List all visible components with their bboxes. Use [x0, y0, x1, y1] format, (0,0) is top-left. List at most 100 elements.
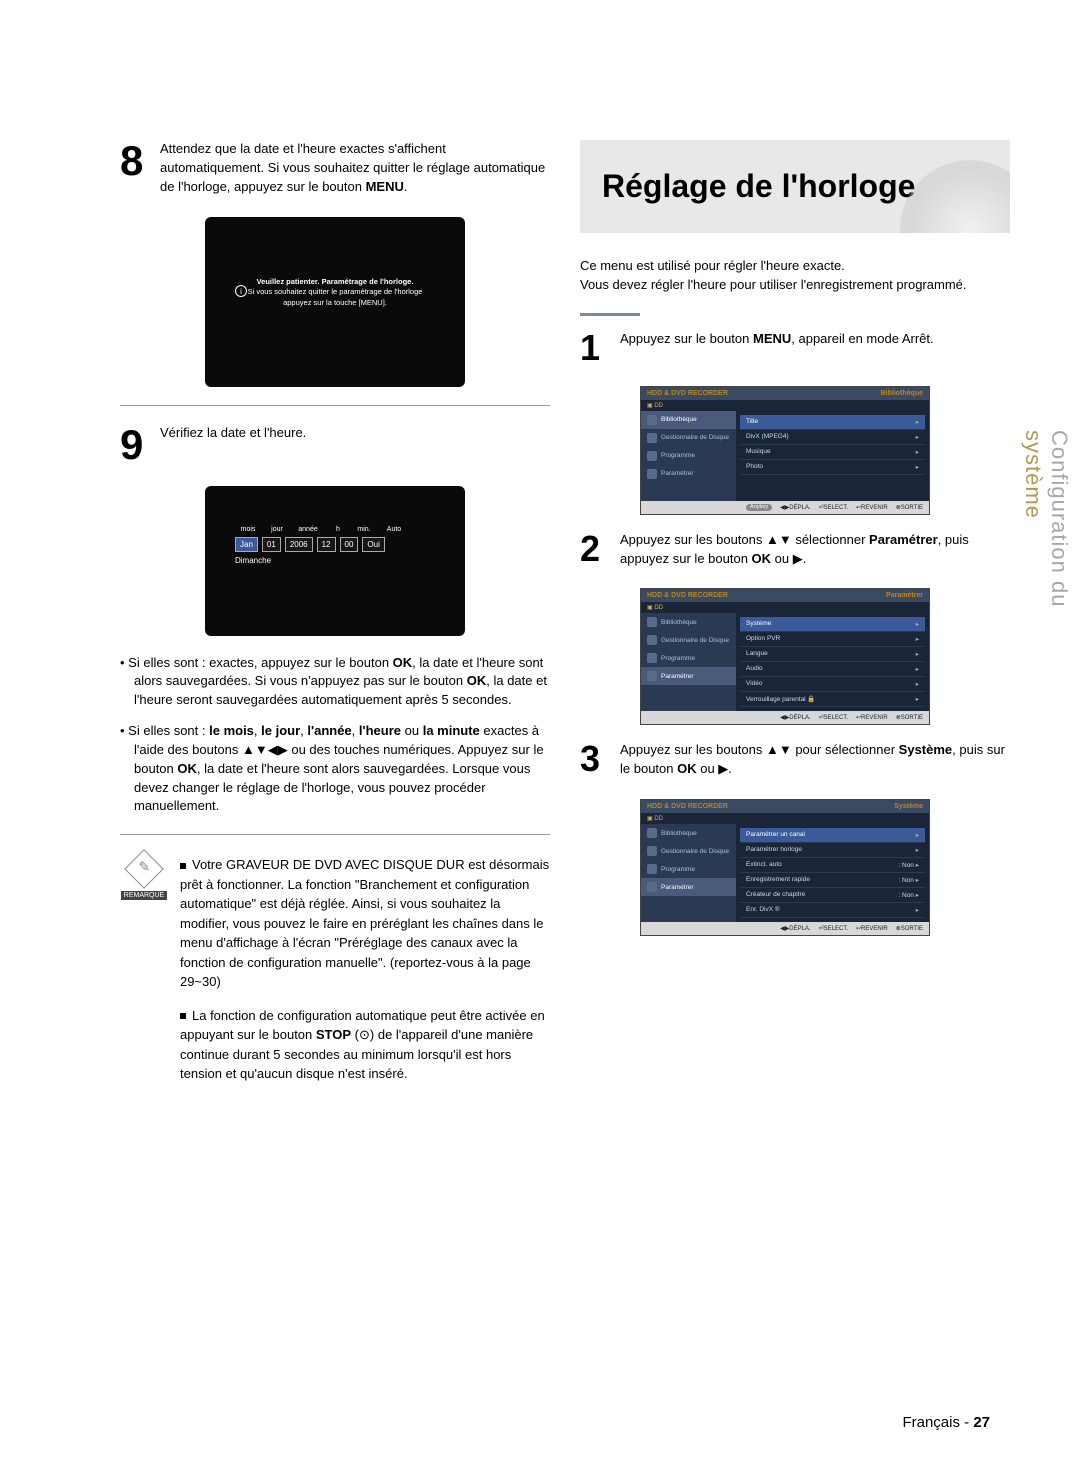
osd-main-row: Enr. DivX ® ▸ — [740, 903, 925, 918]
step-3-number: 3 — [580, 741, 610, 779]
clock-screenshot: mois jour année h min. Auto Jan 01 2006 … — [205, 486, 465, 636]
menu-icon — [647, 828, 657, 838]
note: REMARQUE Votre GRAVEUR DE DVD AVEC DISQU… — [120, 855, 550, 1098]
osd-main-row: Photo ▸ — [740, 460, 925, 475]
sq-icon — [180, 863, 186, 869]
cv-0: Jan — [235, 537, 258, 552]
cl-2: année — [293, 526, 323, 533]
page-footer: Français - 27 — [0, 1414, 1080, 1431]
osd-dd: ▣ DD — [641, 400, 929, 411]
s3-1: Système — [899, 742, 952, 757]
step-2: 2 Appuyez sur les boutons ▲▼ sélectionne… — [580, 531, 1010, 569]
s2-0: Appuyez sur les boutons ▲▼ sélectionner — [620, 532, 869, 547]
osd-main-row: Verrouillage parental 🔒 ▸ — [740, 692, 925, 707]
cl-4: min. — [353, 526, 375, 533]
osd-side-item: Bibliothèque — [641, 824, 736, 842]
step-3: 3 Appuyez sur les boutons ▲▼ pour sélect… — [580, 741, 1010, 779]
s3-0: Appuyez sur les boutons ▲▼ pour sélectio… — [620, 742, 899, 757]
cv-2: 2006 — [285, 537, 313, 552]
osd-footer-item: ⊗SORTIE — [896, 925, 923, 932]
intro1: Ce menu est utilisé pour régler l'heure … — [580, 258, 845, 273]
osd-main: Paramétrer un canal ▸Paramétrer horloge … — [736, 824, 929, 922]
osd-main-row: Option PVR ▸ — [740, 632, 925, 647]
note-body: Votre GRAVEUR DE DVD AVEC DISQUE DUR est… — [180, 855, 550, 1098]
osd-side-item: Bibliothèque — [641, 411, 736, 429]
step8-t2: . — [404, 179, 408, 194]
cv-1: 01 — [262, 537, 281, 552]
menu-icon — [647, 617, 657, 627]
cl-1: jour — [267, 526, 287, 533]
osd-side-item: Gestionnaire de Disque — [641, 429, 736, 447]
osd-main-row: DivX (MPEG4) ▸ — [740, 430, 925, 445]
accent-bar — [580, 313, 640, 316]
b2-7: l'heure — [359, 723, 401, 738]
menu-icon — [647, 415, 657, 425]
osd-footer: ◀▶DÉPLA.⏎SELECT.↩REVENIR⊗SORTIE — [641, 711, 929, 724]
b2-6: , — [352, 723, 359, 738]
osd-footer-item: ↩REVENIR — [856, 504, 888, 511]
b2-3: le jour — [261, 723, 300, 738]
menu-icon — [647, 846, 657, 856]
clock-labels: mois jour année h min. Auto — [235, 526, 435, 533]
menu-icon — [647, 864, 657, 874]
footer-page: 27 — [973, 1414, 990, 1431]
osd-footer-item: ⏎SELECT. — [819, 714, 848, 721]
osd-main-row: Système ▸ — [740, 617, 925, 632]
osd-footer: Anykey◀▶DÉPLA.⏎SELECT.↩REVENIR⊗SORTIE — [641, 501, 929, 514]
osd-footer: ◀▶DÉPLA.⏎SELECT.↩REVENIR⊗SORTIE — [641, 922, 929, 935]
bullet-2: Si elles sont : le mois, le jour, l'anné… — [134, 722, 550, 816]
menu-icon — [647, 469, 657, 479]
note-icon-col: REMARQUE — [120, 855, 168, 1098]
step-1-number: 1 — [580, 330, 610, 366]
osd-main-row: Paramétrer un canal ▸ — [740, 828, 925, 843]
b1-3: OK — [467, 673, 487, 688]
osd-footer-item: ⏎SELECT. — [819, 925, 848, 932]
step-9-text: Vérifiez la date et l'heure. — [160, 424, 550, 466]
bullet-1: Si elles sont : exactes, appuyez sur le … — [134, 654, 550, 711]
note-icon — [124, 849, 164, 889]
menu-icon — [647, 635, 657, 645]
cl-3: h — [329, 526, 347, 533]
menu-icon — [647, 653, 657, 663]
left-column: 8 Attendez que la date et l'heure exacte… — [120, 140, 550, 1098]
osd-main-row: Extinct. auto: Non ▸ — [740, 858, 925, 873]
s1-2: , appareil en mode Arrêt. — [791, 331, 933, 346]
s3-4: ou ▶. — [697, 761, 732, 776]
s2-1: Paramétrer — [869, 532, 938, 547]
osd-main-row: Audio ▸ — [740, 662, 925, 677]
clock-values: Jan 01 2006 12 00 Oui — [235, 537, 435, 552]
step-9: 9 Vérifiez la date et l'heure. — [120, 424, 550, 466]
step-3-text: Appuyez sur les boutons ▲▼ pour sélectio… — [620, 741, 1010, 779]
cv-3: 12 — [317, 537, 336, 552]
osd-main-row: Musique ▸ — [740, 445, 925, 460]
b1-0: Si elles sont : exactes, appuyez sur le … — [128, 655, 393, 670]
osd-side-item: Gestionnaire de Disque — [641, 842, 736, 860]
cv-5: Oui — [362, 537, 384, 552]
osd-main-row: Créateur de chapitre: Non ▸ — [740, 888, 925, 903]
s2-4: ou ▶. — [771, 551, 806, 566]
osd-footer-item: ◀▶DÉPLA. — [780, 504, 811, 511]
sq-icon-2 — [180, 1013, 186, 1019]
wait-line2: Si vous souhaitez quitter le paramétrage… — [248, 287, 423, 296]
step-2-number: 2 — [580, 531, 610, 569]
osd-sidebar: BibliothèqueGestionnaire de DisqueProgra… — [641, 824, 736, 922]
osd-header: HDD & DVD RECORDERSystème — [641, 800, 929, 813]
cl-5: Auto — [381, 526, 407, 533]
np2-1: STOP — [316, 1027, 351, 1042]
osd-side-item: Paramétrer — [641, 878, 736, 896]
osd-side-item: Programme — [641, 649, 736, 667]
osd-body: BibliothèqueGestionnaire de DisqueProgra… — [641, 411, 929, 501]
osd-footer-item: ⊗SORTIE — [896, 714, 923, 721]
osd-side-item: Gestionnaire de Disque — [641, 631, 736, 649]
step8-t1: MENU — [366, 179, 404, 194]
osd-dd: ▣ DD — [641, 813, 929, 824]
s2-3: OK — [752, 551, 772, 566]
osd-side-item: Programme — [641, 447, 736, 465]
osd-body: BibliothèqueGestionnaire de DisqueProgra… — [641, 824, 929, 922]
osd-side-item: Programme — [641, 860, 736, 878]
wait-line3: appuyez sur la touche [MENU]. — [283, 298, 387, 307]
osd-main-row: Langue ▸ — [740, 647, 925, 662]
menu-icon — [647, 882, 657, 892]
step-1: 1 Appuyez sur le bouton MENU, appareil e… — [580, 330, 1010, 366]
divider — [120, 405, 550, 406]
